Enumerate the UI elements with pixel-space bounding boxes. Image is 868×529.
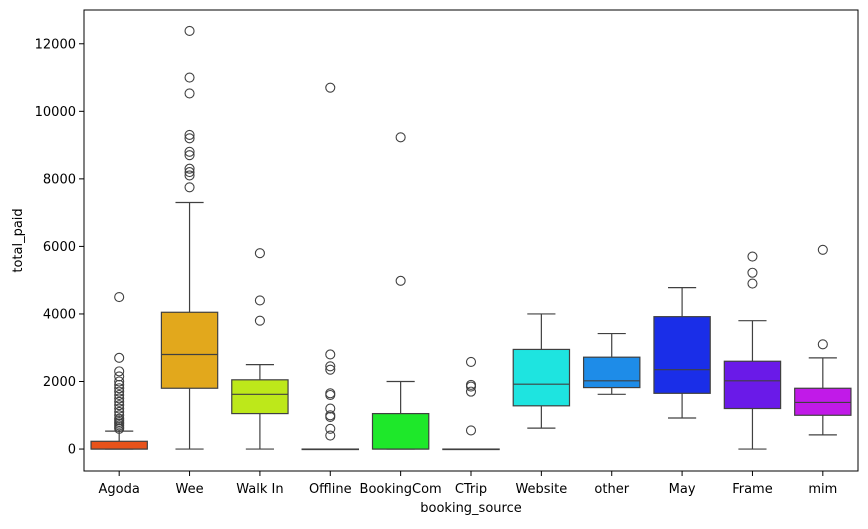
- outlier-point: [325, 423, 336, 434]
- outlier-point: [114, 400, 125, 411]
- outlier-point: [184, 25, 195, 36]
- outlier-point: [184, 167, 195, 178]
- box-group-may: [653, 287, 711, 419]
- outlier-point: [114, 389, 125, 401]
- box-group-agoda: [90, 292, 148, 450]
- outlier-point: [395, 275, 406, 286]
- outlier-point: [465, 425, 477, 436]
- x-tick-label: other: [594, 482, 629, 497]
- y-axis-ticks: 0 2000 4000 6000 8000 10000 12000: [35, 37, 84, 458]
- box-group-offline: [301, 82, 360, 451]
- x-tick-label: Offline: [309, 482, 352, 497]
- outlier-point: [325, 430, 336, 441]
- outlier-point: [325, 411, 336, 423]
- x-tick-label: Wee: [175, 482, 203, 497]
- outlier-point: [114, 396, 125, 407]
- box-group-walk-in: [231, 248, 289, 450]
- outlier-point: [325, 389, 336, 401]
- x-axis-ticks: Agoda Wee Walk In Offline BookingCom CTrip Web…: [99, 471, 837, 497]
- box: [231, 379, 289, 415]
- outlier-point: [184, 150, 195, 161]
- box-group-frame: [723, 251, 782, 450]
- box-group-wee: [160, 25, 219, 450]
- y-axis-label: total_paid: [11, 208, 26, 272]
- box: [794, 387, 852, 416]
- outlier-point: [184, 182, 195, 193]
- outlier-point: [747, 278, 758, 289]
- outlier-point: [114, 371, 125, 382]
- x-tick-label: CTrip: [455, 482, 487, 497]
- outlier-point: [114, 403, 125, 414]
- box: [723, 360, 782, 410]
- x-tick-label: BookingCom: [360, 482, 442, 497]
- x-tick-label: Frame: [732, 482, 773, 497]
- outlier-point: [184, 163, 195, 174]
- x-tick-label: mim: [808, 482, 837, 497]
- box: [512, 348, 571, 407]
- outlier-point: [114, 352, 125, 363]
- outlier-point: [747, 251, 758, 262]
- box-group-mim: [794, 244, 852, 436]
- x-tick-label: Agoda: [99, 482, 140, 497]
- box-group-bookingcom: [371, 132, 430, 450]
- outlier-point: [325, 361, 336, 372]
- y-tick-label: 0: [68, 443, 76, 458]
- outlier-point: [325, 349, 336, 360]
- outlier-point: [254, 295, 265, 306]
- outlier-point: [465, 386, 477, 397]
- x-axis-label: booking_source: [420, 501, 521, 516]
- outlier-point: [184, 129, 195, 141]
- y-tick-label: 6000: [43, 240, 76, 255]
- box: [653, 316, 711, 394]
- box-group-other: [582, 332, 641, 395]
- y-tick-label: 2000: [43, 375, 76, 390]
- outlier-point: [817, 244, 828, 255]
- outlier-point: [184, 72, 195, 83]
- outlier-point: [325, 364, 336, 375]
- outlier-point: [114, 423, 125, 434]
- outlier-point: [114, 376, 125, 387]
- box-group-website: [512, 313, 571, 429]
- outlier-point: [114, 379, 125, 390]
- outlier-point: [114, 406, 125, 417]
- y-tick-label: 4000: [43, 307, 76, 322]
- box: [582, 356, 641, 389]
- outlier-point: [114, 386, 125, 397]
- outlier-point: [114, 393, 125, 404]
- y-tick-label: 12000: [35, 37, 76, 52]
- y-tick-label: 10000: [35, 105, 76, 120]
- x-tick-label: Website: [515, 482, 567, 497]
- outlier-point: [114, 410, 125, 421]
- outlier-point: [114, 383, 125, 394]
- outlier-point: [465, 356, 477, 367]
- outlier-point: [114, 292, 125, 303]
- outlier-point: [184, 88, 195, 99]
- outlier-point: [325, 403, 336, 414]
- outlier-point: [254, 248, 265, 259]
- outlier-point: [817, 339, 828, 350]
- outlier-point: [254, 315, 265, 326]
- x-tick-label: May: [669, 482, 696, 497]
- outlier-point: [184, 133, 195, 144]
- box: [160, 311, 219, 389]
- outlier-point: [465, 381, 477, 392]
- y-tick-label: 8000: [43, 172, 76, 187]
- x-tick-label: Walk In: [236, 482, 283, 497]
- outlier-point: [184, 170, 195, 181]
- outlier-point: [114, 366, 125, 377]
- outlier-point: [395, 132, 406, 143]
- plot-area: [90, 25, 852, 451]
- outlier-point: [184, 146, 195, 157]
- outlier-point: [747, 267, 758, 278]
- box: [371, 412, 430, 450]
- outlier-point: [325, 82, 336, 93]
- box: [90, 440, 148, 450]
- box-group-ctrip: [442, 356, 500, 451]
